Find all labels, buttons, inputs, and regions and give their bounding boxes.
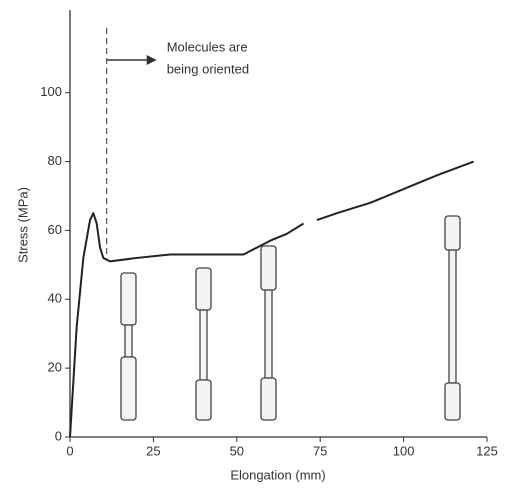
y-tick-label: 60 — [48, 222, 62, 237]
data-line — [69, 160, 475, 438]
specimen — [444, 215, 461, 251]
specimen — [448, 249, 457, 384]
x-tick-label: 125 — [476, 443, 498, 458]
y-tick-label: 40 — [48, 291, 62, 306]
x-tick-label: 25 — [146, 443, 160, 458]
specimen — [260, 245, 277, 291]
x-tick-label: 50 — [230, 443, 244, 458]
y-tick-label: 80 — [48, 153, 62, 168]
specimens — [120, 215, 461, 421]
specimen — [195, 379, 212, 421]
annotation-text: Molecules are — [167, 39, 248, 54]
arrow-head — [146, 55, 157, 65]
specimen — [199, 309, 208, 381]
specimen — [264, 289, 273, 379]
specimen — [120, 272, 137, 326]
x-tick-label: 100 — [393, 443, 415, 458]
x-axis-label: Elongation (mm) — [230, 467, 325, 482]
specimen — [444, 382, 461, 421]
y-axis-label: Stress (MPa) — [15, 187, 30, 263]
y-tick-label: 0 — [55, 428, 62, 443]
y-tick-label: 100 — [40, 84, 62, 99]
specimen — [195, 267, 212, 311]
specimen — [260, 377, 277, 421]
annotation-text: being oriented — [167, 61, 249, 76]
x-tick-label: 75 — [313, 443, 327, 458]
specimen — [120, 356, 137, 421]
specimen — [124, 324, 133, 358]
y-tick-label: 20 — [48, 360, 62, 375]
x-tick-label: 0 — [66, 443, 73, 458]
